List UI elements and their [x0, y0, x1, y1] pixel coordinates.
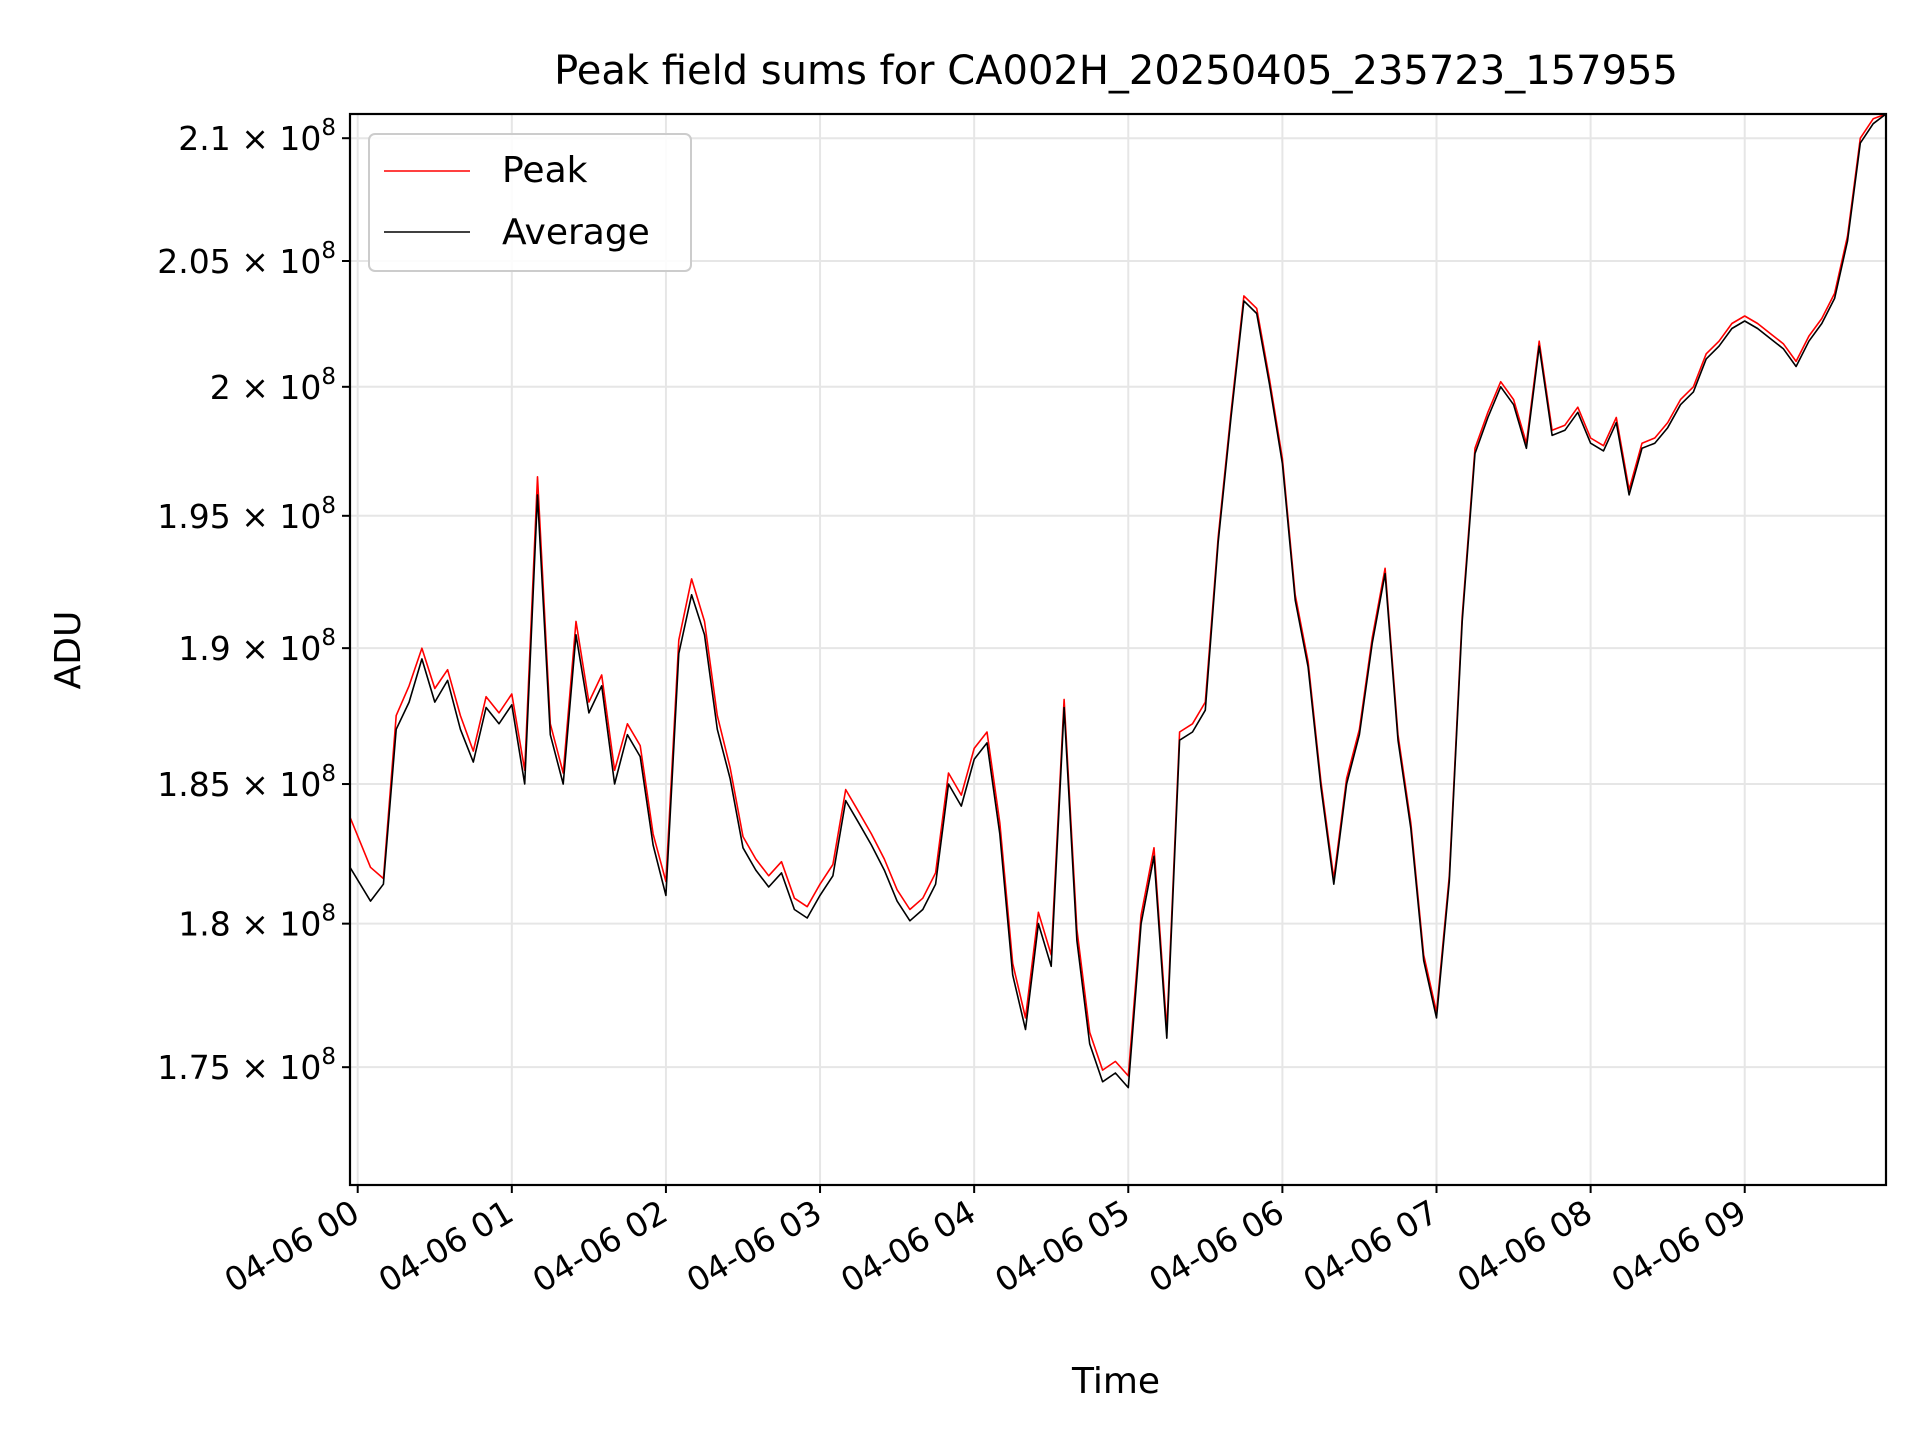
- y-axis-label: ADU: [48, 611, 89, 690]
- y-axis: 1.75 × 108 1.8 × 108 1.85 × 108 1.9 × 108 1.…: [157, 115, 350, 1087]
- y-tick-label: 2.1 × 108: [178, 115, 336, 158]
- legend: Peak Average: [368, 133, 692, 272]
- series-layer: [350, 114, 1886, 1089]
- y-tick-label: 2 × 108: [210, 364, 336, 407]
- y-tick-label: 1.9 × 108: [178, 625, 336, 668]
- y-tick-label: 1.95 × 108: [157, 493, 336, 536]
- y-tick-label: 1.85 × 108: [157, 761, 336, 804]
- grid-lines: [350, 114, 1886, 1185]
- y-tick-label: 2.05 × 108: [157, 238, 336, 281]
- x-axis-label: Time: [1071, 1361, 1160, 1402]
- legend-frame: [368, 133, 692, 272]
- series-line-average: [350, 114, 1886, 1089]
- y-tick-label: 1.8 × 108: [178, 901, 336, 944]
- legend-label-average: Average: [502, 212, 650, 253]
- y-tick-label: 1.75 × 108: [157, 1044, 336, 1087]
- legend-label-peak: Peak: [502, 150, 588, 191]
- plot-frame: [348, 112, 1888, 1187]
- series-line-peak: [350, 114, 1886, 1077]
- chart-title: Peak field sums for CA002H_20250405_2357…: [554, 48, 1678, 94]
